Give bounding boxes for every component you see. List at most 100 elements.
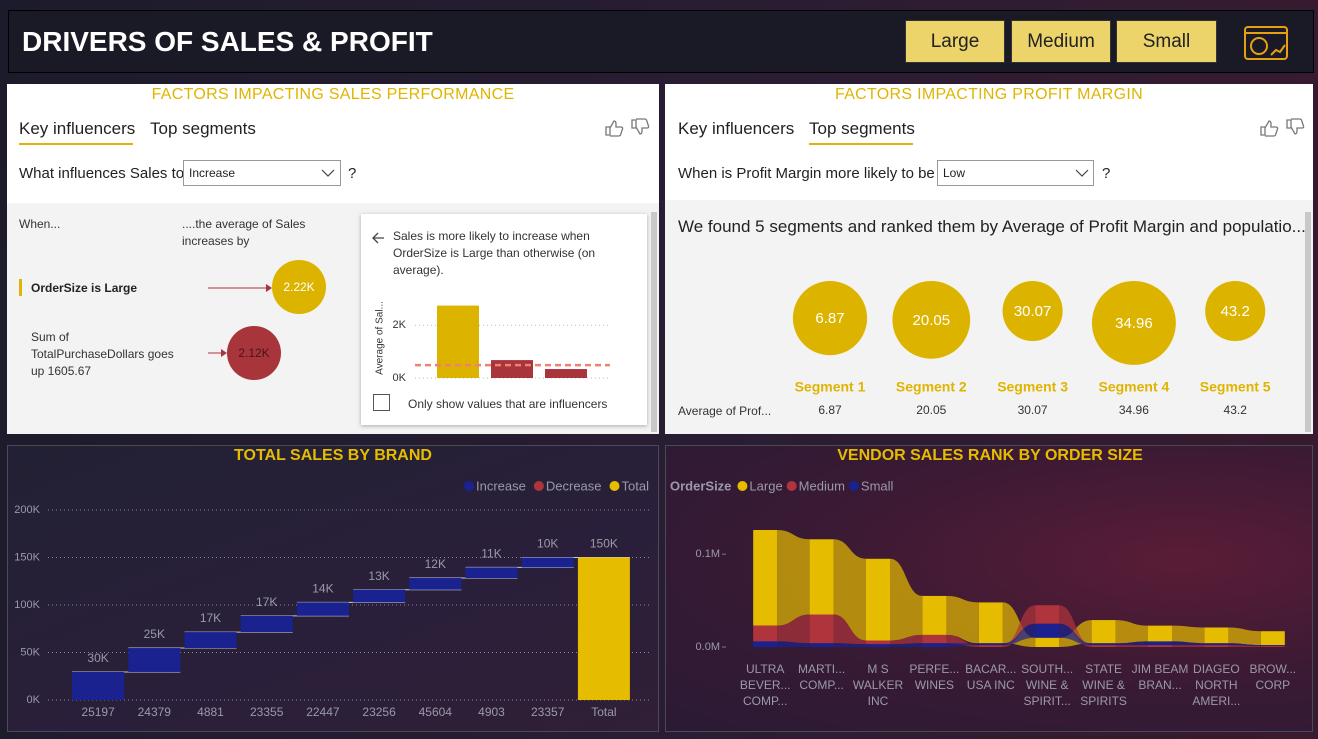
scrollbar[interactable] (1305, 212, 1311, 432)
chart-title: TOTAL SALES BY BRAND (234, 447, 432, 464)
ribbon-column[interactable] (1091, 643, 1116, 646)
ribbon-column[interactable] (1204, 643, 1229, 646)
ribbon-column[interactable] (753, 530, 778, 626)
bar[interactable] (577, 557, 630, 701)
legend-label: Medium (799, 478, 845, 493)
dropdown[interactable]: Low (937, 160, 1094, 186)
bar[interactable] (128, 648, 181, 672)
x-tick-label: 25197 (81, 705, 115, 719)
column-header: When... (19, 217, 61, 231)
bar[interactable] (296, 602, 349, 616)
ribbon (1172, 645, 1205, 647)
value-label: 150K (590, 537, 618, 551)
bar[interactable] (72, 671, 125, 700)
ribbon-column[interactable] (922, 595, 947, 635)
bar[interactable] (521, 557, 574, 568)
legend-label: Decrease (546, 478, 602, 493)
ribbon (890, 558, 923, 641)
segment-name: Segment 4 (1098, 379, 1169, 395)
dropdown-chevron[interactable] (321, 169, 335, 177)
ribbon (1228, 645, 1261, 647)
size-button[interactable]: Large (905, 20, 1005, 63)
ribbon-column[interactable] (866, 644, 890, 647)
bar[interactable] (240, 615, 293, 633)
ribbon (777, 530, 810, 626)
ribbon-column[interactable] (753, 625, 778, 642)
segment-bubble[interactable] (892, 281, 971, 359)
tab[interactable]: Top segments (809, 119, 915, 138)
segment-name: Segment 2 (896, 379, 967, 395)
panel-title: FACTORS IMPACTING SALES PERFORMANCE (151, 86, 515, 103)
segment-row-value: 20.05 (916, 403, 946, 417)
value-label: 14K (312, 582, 333, 596)
ribbon-column[interactable] (978, 643, 1003, 646)
ribbon-column[interactable] (978, 645, 1003, 647)
ribbon-column[interactable] (1091, 645, 1116, 647)
influencer-bubble[interactable] (272, 260, 326, 314)
back-arrow[interactable] (372, 232, 384, 244)
bar[interactable] (409, 578, 462, 590)
value-label: 30K (87, 651, 108, 665)
segment-row-value: 6.87 (818, 403, 842, 417)
ribbon-column[interactable] (809, 643, 834, 647)
ribbon-column[interactable] (1260, 631, 1285, 646)
segment-row-value: 43.2 (1224, 403, 1248, 417)
segment-row-value: 34.96 (1119, 403, 1149, 417)
influencer-effect: 2.12K (238, 346, 269, 360)
ribbon-column[interactable] (1035, 605, 1060, 624)
tab[interactable]: Top segments (150, 119, 256, 138)
legend-swatch (533, 481, 544, 491)
ribbon-column[interactable] (922, 643, 947, 647)
ribbon-column[interactable] (809, 614, 834, 644)
ribbon-column[interactable] (809, 539, 834, 615)
x-tick-label: 4881 (197, 705, 224, 719)
value-label: 11K (481, 547, 501, 561)
ribbon-column[interactable] (922, 634, 947, 644)
question-mark: ? (348, 165, 357, 182)
x-tick-label: 23355 (250, 705, 284, 719)
ribbon-column[interactable] (978, 602, 1003, 644)
ribbon-column[interactable] (1148, 625, 1172, 642)
ribbon-column[interactable] (1148, 641, 1172, 646)
ribbon (946, 643, 979, 647)
question: What influences Sales to (19, 165, 185, 182)
dropdown-chevron[interactable] (1075, 169, 1089, 177)
ribbon (946, 595, 979, 644)
ribbon-column[interactable] (1091, 620, 1116, 644)
scrollbar[interactable] (651, 212, 657, 432)
segment-value: 6.87 (815, 310, 844, 327)
segment-bubble[interactable] (1091, 281, 1176, 365)
segment-bubble[interactable] (1002, 281, 1063, 342)
segment-name: Segment 5 (1200, 379, 1271, 395)
segment-bubble[interactable] (1205, 281, 1266, 342)
influencer-label[interactable]: Sum of TotalPurchaseDollars goes up 1605… (31, 330, 174, 378)
y-tick-label: 50K (20, 646, 40, 658)
ribbon-column[interactable] (1035, 637, 1060, 647)
dropdown[interactable]: Increase (183, 160, 341, 186)
influencer-label[interactable]: OrderSize is Large (31, 281, 138, 295)
size-button[interactable]: Small (1116, 20, 1217, 63)
checkbox[interactable] (373, 394, 390, 411)
tab[interactable]: Key influencers (19, 119, 136, 138)
influencer-bubble[interactable] (227, 326, 281, 380)
ribbon-column[interactable] (753, 641, 778, 647)
bar[interactable] (353, 589, 406, 603)
ribbon-column[interactable] (866, 640, 890, 645)
ribbon-column[interactable] (1148, 645, 1172, 647)
bar[interactable] (184, 632, 237, 649)
size-button[interactable]: Medium (1011, 20, 1111, 63)
bar[interactable] (465, 567, 518, 579)
ribbon-column[interactable] (1035, 623, 1060, 638)
feedback-icons[interactable] (605, 118, 1305, 137)
ribbon-column[interactable] (1204, 645, 1229, 647)
tab[interactable]: Key influencers (678, 119, 795, 138)
ribbon (1228, 643, 1261, 647)
ribbon-column[interactable] (866, 558, 890, 641)
ribbon-column[interactable] (1204, 627, 1229, 644)
ribbon-column[interactable] (1260, 645, 1285, 647)
tab-underline (809, 143, 913, 145)
ribbon-column[interactable] (1260, 646, 1285, 647)
segment-bubble[interactable] (792, 281, 868, 356)
y-tick-label: 0K (27, 694, 41, 706)
